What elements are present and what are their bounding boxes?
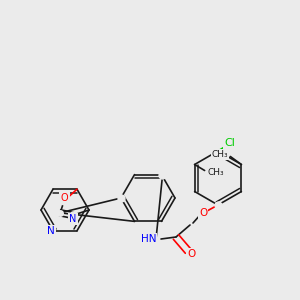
Text: CH₃: CH₃ <box>212 150 228 159</box>
Text: O: O <box>60 193 68 203</box>
Text: N: N <box>47 226 55 236</box>
Text: O: O <box>61 192 69 202</box>
Text: Cl: Cl <box>225 138 236 148</box>
Text: CH₃: CH₃ <box>208 168 224 177</box>
Text: O: O <box>187 249 195 259</box>
Text: N: N <box>70 214 77 224</box>
Text: HN: HN <box>140 234 156 244</box>
Text: N: N <box>69 214 76 224</box>
Text: O: O <box>187 249 195 259</box>
Text: O: O <box>199 208 207 218</box>
Text: O: O <box>199 208 207 218</box>
Text: CH₃: CH₃ <box>208 168 224 177</box>
Text: HN: HN <box>140 234 156 244</box>
Text: N: N <box>47 226 55 236</box>
Text: CH₃: CH₃ <box>212 150 228 159</box>
Text: Cl: Cl <box>225 138 236 148</box>
